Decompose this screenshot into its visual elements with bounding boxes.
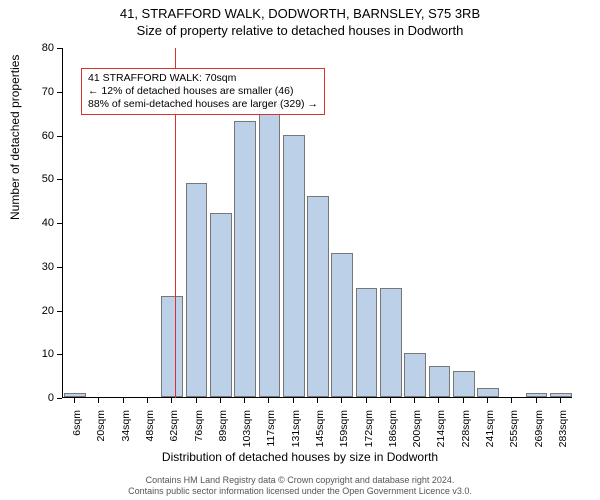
histogram-bar: [307, 196, 329, 397]
y-tick-label: 60: [24, 130, 54, 142]
annotation-line: ← 12% of detached houses are smaller (46…: [88, 85, 318, 98]
y-tick-mark: [57, 267, 62, 268]
attribution-footer: Contains HM Land Registry data © Crown c…: [0, 475, 600, 497]
annotation-box: 41 STRAFFORD WALK: 70sqm← 12% of detache…: [81, 68, 325, 115]
y-tick-mark: [57, 311, 62, 312]
x-tick-mark: [390, 398, 391, 403]
x-tick-mark: [414, 398, 415, 403]
y-tick-mark: [57, 398, 62, 399]
histogram-bar: [64, 393, 86, 397]
histogram-bar: [283, 135, 305, 398]
chart-title-address: 41, STRAFFORD WALK, DODWORTH, BARNSLEY, …: [0, 0, 600, 21]
y-tick-label: 20: [24, 305, 54, 317]
x-tick-mark: [220, 398, 221, 403]
x-tick-mark: [293, 398, 294, 403]
x-tick-mark: [463, 398, 464, 403]
x-tick-mark: [438, 398, 439, 403]
y-tick-mark: [57, 223, 62, 224]
x-tick-mark: [244, 398, 245, 403]
y-tick-label: 80: [24, 42, 54, 54]
footer-line2: Contains public sector information licen…: [128, 486, 472, 496]
chart-subtitle: Size of property relative to detached ho…: [0, 21, 600, 38]
histogram-bar: [186, 183, 208, 397]
histogram-bar: [380, 288, 402, 397]
footer-line1: Contains HM Land Registry data © Crown c…: [146, 475, 455, 485]
x-tick-mark: [147, 398, 148, 403]
y-tick-mark: [57, 48, 62, 49]
x-tick-mark: [268, 398, 269, 403]
histogram-bar: [404, 353, 426, 397]
x-tick-mark: [536, 398, 537, 403]
annotation-line: 88% of semi-detached houses are larger (…: [88, 98, 318, 111]
x-tick-mark: [341, 398, 342, 403]
histogram-bar: [331, 253, 353, 397]
y-tick-label: 10: [24, 348, 54, 360]
histogram-bar: [550, 393, 572, 397]
histogram-bar: [259, 104, 281, 397]
histogram-bar: [526, 393, 548, 397]
annotation-line: 41 STRAFFORD WALK: 70sqm: [88, 72, 318, 85]
y-tick-mark: [57, 354, 62, 355]
y-tick-label: 50: [24, 173, 54, 185]
x-tick-mark: [171, 398, 172, 403]
histogram-bar: [429, 366, 451, 397]
y-tick-label: 40: [24, 217, 54, 229]
histogram-bar: [356, 288, 378, 397]
x-tick-mark: [317, 398, 318, 403]
histogram-bar: [161, 296, 183, 397]
histogram-bar: [234, 121, 256, 397]
x-tick-mark: [74, 398, 75, 403]
histogram-bar: [210, 213, 232, 397]
y-tick-mark: [57, 92, 62, 93]
y-tick-label: 0: [24, 392, 54, 404]
plot-region: 41 STRAFFORD WALK: 70sqm← 12% of detache…: [62, 48, 572, 398]
y-tick-label: 70: [24, 86, 54, 98]
x-tick-mark: [366, 398, 367, 403]
histogram-bar: [477, 388, 499, 397]
plot-area: 41 STRAFFORD WALK: 70sqm← 12% of detache…: [62, 48, 572, 398]
x-tick-mark: [560, 398, 561, 403]
x-tick-mark: [487, 398, 488, 403]
y-tick-mark: [57, 136, 62, 137]
x-tick-mark: [511, 398, 512, 403]
chart-container: 41, STRAFFORD WALK, DODWORTH, BARNSLEY, …: [0, 0, 600, 500]
x-tick-mark: [98, 398, 99, 403]
y-axis-label: Number of detached properties: [8, 55, 22, 220]
y-tick-label: 30: [24, 261, 54, 273]
x-axis-label: Distribution of detached houses by size …: [0, 450, 600, 464]
x-tick-mark: [196, 398, 197, 403]
y-tick-mark: [57, 179, 62, 180]
x-tick-mark: [123, 398, 124, 403]
histogram-bar: [453, 371, 475, 397]
